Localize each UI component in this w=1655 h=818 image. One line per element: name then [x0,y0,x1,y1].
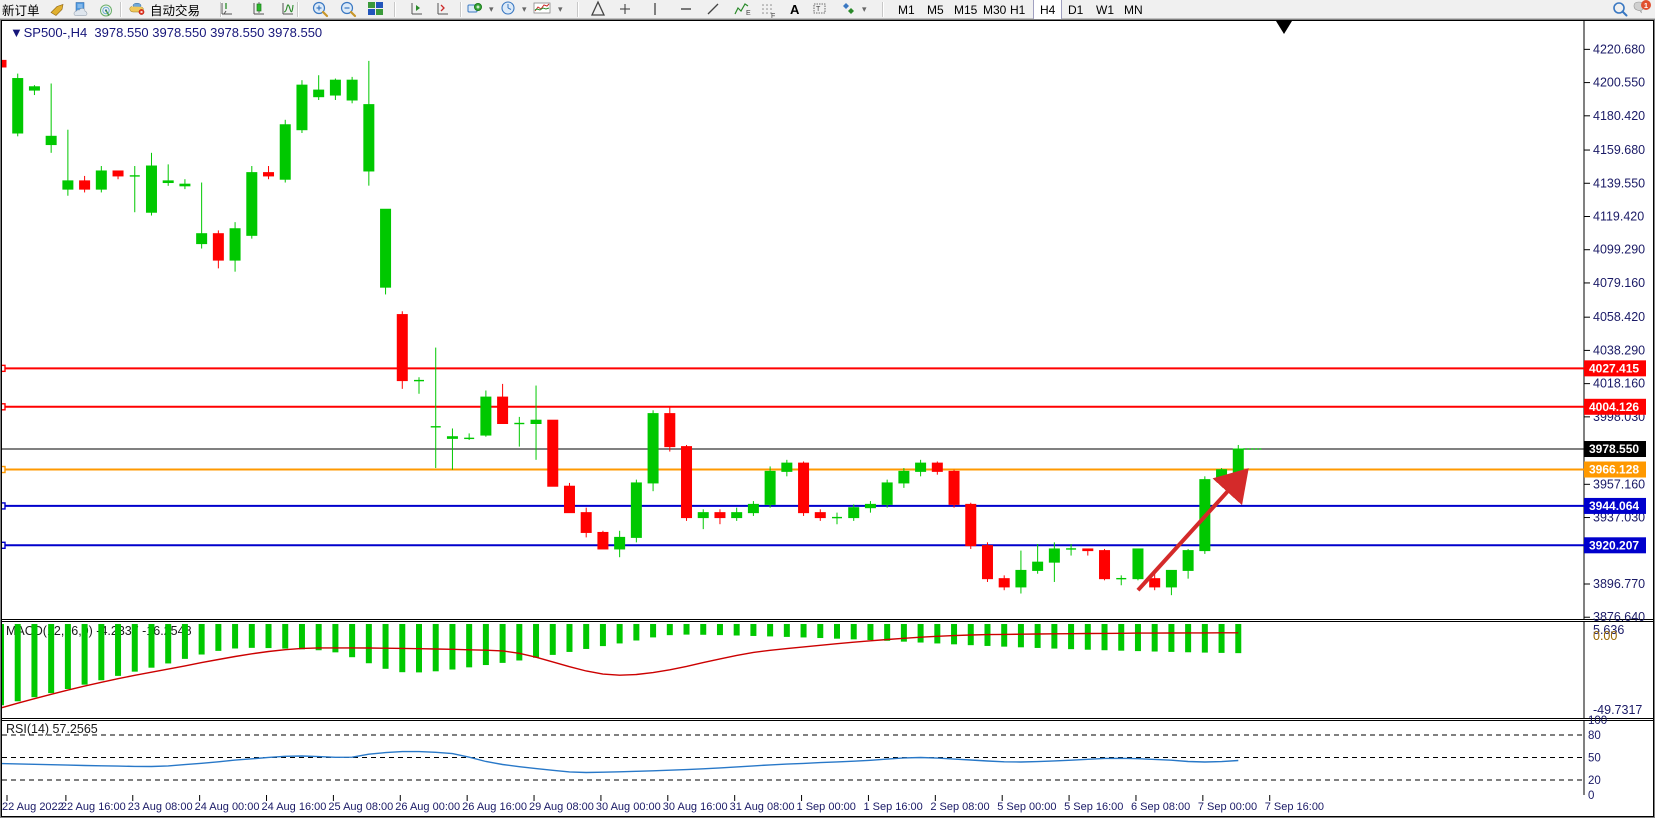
svg-text:T: T [816,6,821,13]
svg-text:RSI(14) 57.2565: RSI(14) 57.2565 [6,722,98,736]
svg-text:100: 100 [1588,715,1607,727]
svg-text:0.00: 0.00 [1593,629,1617,643]
svg-text:3957.160: 3957.160 [1593,477,1645,491]
svg-text:4220.680: 4220.680 [1593,42,1645,56]
svg-text:20: 20 [1588,775,1601,787]
svg-text:4180.420: 4180.420 [1593,109,1645,123]
svg-text:0: 0 [1588,790,1594,802]
svg-text:3966.128: 3966.128 [1589,463,1639,477]
svg-text:3978.550: 3978.550 [1589,442,1639,456]
svg-text:3920.207: 3920.207 [1589,538,1639,552]
svg-text:4004.126: 4004.126 [1589,400,1639,414]
svg-text:1: 1 [1644,1,1648,10]
svg-text:E: E [746,10,751,17]
svg-text:50: 50 [1588,753,1601,765]
svg-text:4038.290: 4038.290 [1593,343,1645,357]
svg-text:4058.420: 4058.420 [1593,310,1645,324]
svg-text:4200.550: 4200.550 [1593,76,1645,90]
svg-text:4159.680: 4159.680 [1593,143,1645,157]
svg-text:4099.290: 4099.290 [1593,243,1645,257]
svg-text:4119.420: 4119.420 [1593,209,1644,223]
svg-text:4027.415: 4027.415 [1589,361,1639,375]
svg-text:4079.160: 4079.160 [1593,276,1645,290]
svg-text:80: 80 [1588,730,1601,742]
svg-text:3896.770: 3896.770 [1593,577,1645,591]
svg-text:4139.550: 4139.550 [1593,176,1645,190]
svg-text:4018.160: 4018.160 [1593,377,1645,391]
svg-text:3944.064: 3944.064 [1589,499,1639,513]
